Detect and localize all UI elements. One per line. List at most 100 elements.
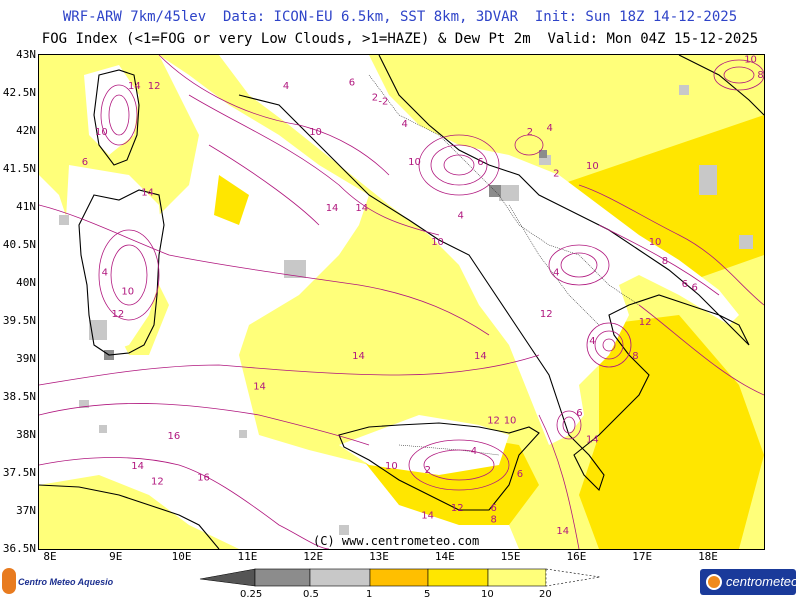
contour-value-label: 4 [402, 119, 408, 130]
lat-tick-label: 39N [16, 352, 36, 365]
lat-tick-label: 41N [16, 200, 36, 213]
contour-value-label: 14 [586, 435, 599, 446]
contour-value-label: 10 [385, 461, 398, 472]
contour-value-label: 4 [283, 81, 289, 92]
contour-value-label: 14 [355, 203, 368, 214]
lon-tick-label: 17E [632, 550, 653, 563]
lon-tick-label: 15E [500, 550, 521, 563]
lat-tick-label: 42.5N [2, 86, 36, 99]
lat-tick-label: 41.5N [2, 162, 36, 175]
contour-value-label: 14 [421, 511, 434, 522]
contour-value-label: 14 [141, 188, 154, 199]
contour-value-label: 4 [458, 210, 464, 221]
contour-value-label: 10 [431, 237, 444, 248]
colorbar-segment-1 [254, 568, 311, 587]
coastlines [39, 55, 764, 549]
colorbar-label-2: 1 [366, 589, 373, 600]
contour-value-label: 4 [102, 267, 108, 278]
contour-value-label: 12 [151, 476, 164, 487]
lat-tick-label: 39.5N [2, 314, 36, 327]
lon-tick-label: 14E [434, 550, 455, 563]
centrometeo-globe-icon [706, 574, 722, 590]
lon-tick-label: 13E [369, 550, 389, 563]
contour-value-label: 6 [491, 503, 497, 514]
contour-value-label: 14 [474, 351, 487, 362]
lat-tick-label: 37N [16, 504, 36, 517]
contour-value-label: 6 [682, 279, 688, 290]
contour-value-label: 16 [168, 431, 181, 442]
lon-tick-label: 8E [43, 550, 57, 563]
colorbar-segment-0 [199, 568, 256, 587]
contour-value-label: 6 [576, 408, 582, 419]
lat-tick-label: 40.5N [2, 238, 36, 251]
contour-value-label: 10 [649, 237, 662, 248]
lat-tick-label: 40N [16, 276, 36, 289]
contour-value-label: 4 [471, 446, 477, 457]
contour-value-label: 12 [451, 503, 464, 514]
colorbar-segment-4 [427, 568, 489, 587]
contour-value-label: 6 [692, 283, 698, 294]
lat-tick-label: 43N [16, 48, 36, 61]
contour-value-label: 8 [632, 351, 638, 362]
thermometer-logo-icon [2, 568, 16, 594]
chart-title-run-info: WRF-ARW 7km/45lev Data: ICON-EU 6.5km, S… [62, 9, 738, 25]
colorbar-segment-2 [309, 568, 371, 587]
footer-left-brand: Centro Meteo Aquesio [18, 577, 114, 587]
contour-value-label: 14 [131, 461, 144, 472]
contour-value-label: 12 [487, 416, 500, 427]
contour-value-label: 2 [553, 169, 559, 180]
colorbar-legend: 0.25 0.5 1 5 10 20 [190, 566, 610, 600]
lat-tick-label: 37.5N [2, 466, 36, 479]
colorbar-label-5: 20 [539, 589, 552, 600]
contour-value-label: 12 [148, 81, 161, 92]
contour-value-label: 14 [326, 203, 339, 214]
map-panel: 14 12 4 2 6 10 4 10 6 2 4 2 10 4 10 4 10 8 6 12 12 8 4 6 14 14 14 1… [38, 54, 765, 550]
contour-value-label: 10 [121, 286, 134, 297]
yellow-bright [214, 115, 764, 549]
lon-tick-label: 12E [303, 550, 324, 563]
contour-value-label: 2 [527, 127, 533, 138]
contour-value-label: 6 [477, 157, 483, 168]
colorbar-label-0: 0.25 [240, 589, 263, 600]
contour-value-label: 14 [128, 81, 141, 92]
contour-value-label: 16 [197, 473, 210, 484]
contour-value-label: 12 [639, 317, 652, 328]
colorbar-segment-6 [545, 568, 601, 587]
footer-right-brand: centrometeo [726, 574, 799, 589]
contour-value-label: 14 [352, 351, 365, 362]
lon-tick-label: 11E [237, 550, 258, 563]
colorbar-segment-5 [487, 568, 547, 587]
contour-value-label: 2 [372, 93, 378, 104]
contour-value-label: 14 [253, 381, 266, 392]
lon-tick-label: 16E [566, 550, 587, 563]
gray-speckles [59, 85, 753, 535]
lat-tick-label: 42N [16, 124, 36, 137]
colorbar-label-3: 5 [424, 589, 431, 600]
colorbar-label-4: 10 [481, 589, 494, 600]
contour-value-label: 10 [309, 127, 322, 138]
contour-value-label: 8 [662, 256, 668, 267]
contour-value-label: 10 [504, 416, 517, 427]
contour-value-label: 4 [547, 123, 553, 134]
lat-tick-label: 36.5N [2, 542, 36, 555]
chart-title-field-info: FOG Index (<1=FOG or very Low Clouds, >1… [41, 31, 759, 47]
footer-right-logo: centrometeo [700, 569, 799, 595]
contour-value-label: 12 [540, 309, 553, 320]
dewpoint-contours [39, 55, 764, 549]
contour-value-label: 12 [112, 309, 125, 320]
contour-value-label: 8 [757, 70, 763, 81]
lat-tick-label: 38.5N [2, 390, 36, 403]
lat-tick-label: 38N [16, 428, 36, 441]
contour-value-label: 6 [349, 77, 355, 88]
contour-value-label: 8 [491, 514, 497, 525]
lon-tick-label: 18E [698, 550, 718, 563]
copyright-text: (C) www.centrometeo.com [313, 534, 480, 548]
contour-value-label: 10 [744, 55, 757, 66]
contour-value-label: 6 [517, 469, 523, 480]
contour-value-label: 14 [556, 526, 569, 537]
contour-value-label: 10 [95, 127, 108, 138]
footer-left-logo: Centro Meteo Aquesio [0, 566, 114, 600]
contour-value-label: 10 [586, 161, 599, 172]
